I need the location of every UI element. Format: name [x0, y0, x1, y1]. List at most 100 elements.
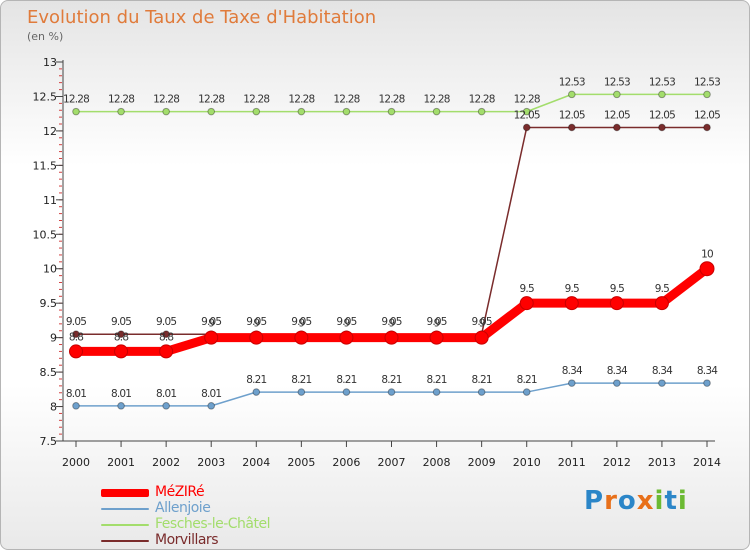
data-label: 9.5 [610, 283, 624, 295]
data-point [159, 344, 174, 359]
logo-letter: t [664, 486, 678, 516]
x-tick-label: 2000 [62, 456, 90, 469]
logo-letter: o [617, 486, 637, 516]
data-point [297, 107, 306, 116]
logo-letter: i [654, 486, 665, 516]
data-label: 12.05 [694, 109, 720, 121]
data-label: 8.01 [156, 388, 176, 400]
data-label: 8.34 [697, 365, 718, 377]
data-point [69, 344, 83, 359]
data-point [72, 107, 80, 116]
data-label: 12.28 [153, 94, 179, 106]
data-point [567, 379, 576, 387]
data-point [387, 107, 396, 116]
x-tick-label: 2013 [648, 456, 676, 469]
data-point [297, 388, 306, 396]
x-tick-label: 2014 [693, 456, 721, 469]
data-point [429, 330, 444, 345]
logo-letter: x [636, 486, 655, 516]
data-point [567, 123, 576, 132]
data-label: 8.21 [336, 374, 356, 386]
data-label: 12.28 [469, 94, 495, 106]
x-tick-label: 2011 [558, 456, 586, 469]
data-label: 8.8 [159, 331, 173, 343]
x-tick-label: 2009 [468, 456, 496, 469]
data-label: 8.21 [246, 374, 266, 386]
data-label: 12.28 [288, 94, 314, 106]
x-tick-label: 2007 [378, 456, 406, 469]
chart-title: Evolution du Taux de Taxe d'Habitation [27, 7, 377, 28]
data-point [522, 388, 531, 396]
data-label: 9 [253, 318, 259, 330]
data-point [387, 388, 396, 396]
data-label: 9.05 [246, 316, 266, 328]
data-label: 9.05 [291, 316, 311, 328]
data-label: 9.05 [336, 316, 356, 328]
data-label: 12.28 [333, 94, 359, 106]
data-point [162, 107, 170, 116]
data-label: 8.01 [201, 388, 221, 400]
data-point [474, 330, 489, 345]
x-tick-label: 2010 [513, 456, 541, 469]
data-point [342, 388, 351, 396]
x-tick-label: 2005 [287, 456, 315, 469]
data-label: 9 [298, 318, 304, 330]
data-point [564, 296, 579, 311]
data-label: 8.21 [426, 374, 446, 386]
data-label: 8.21 [291, 374, 311, 386]
x-tick-label: 2002 [152, 456, 180, 469]
data-label: 12.53 [559, 76, 585, 88]
data-label: 12.05 [649, 109, 675, 121]
data-point [204, 330, 219, 345]
data-label: 12.28 [108, 94, 134, 106]
data-point [477, 107, 486, 116]
y-tick-label: 12 [43, 125, 57, 138]
y-tick-label: 9 [50, 332, 57, 345]
y-tick-label: 13 [43, 56, 57, 69]
legend-label: Allenjoie [155, 500, 211, 516]
data-label: 12.53 [694, 76, 720, 88]
data-label: 12.53 [649, 76, 675, 88]
y-tick-label: 10 [43, 263, 57, 276]
data-label: 10 [701, 249, 713, 261]
data-label: 9 [434, 318, 440, 330]
proxiti-logo: Proxiti [584, 486, 688, 516]
y-tick-label: 8.5 [40, 366, 58, 379]
data-label: 8.21 [381, 374, 401, 386]
data-point [207, 107, 216, 116]
data-point [339, 330, 354, 345]
data-point [249, 330, 264, 345]
data-point [519, 296, 534, 311]
legend-swatch [101, 524, 149, 526]
data-point [252, 107, 261, 116]
data-label: 9 [208, 318, 214, 330]
data-label: 12.05 [559, 109, 585, 121]
data-label: 9.05 [156, 316, 176, 328]
data-label: 12.05 [514, 109, 540, 121]
data-point [613, 90, 621, 99]
data-label: 12.28 [243, 94, 269, 106]
x-tick-label: 2001 [107, 456, 135, 469]
data-label: 9 [389, 318, 395, 330]
data-label: 12.28 [378, 94, 404, 106]
x-tick-label: 2004 [242, 456, 270, 469]
y-axis-unit-label: (en %) [27, 30, 64, 43]
logo-letter: P [584, 486, 605, 516]
data-point [162, 402, 170, 410]
data-point [477, 388, 486, 396]
legend-label: MéZIRé [155, 484, 205, 500]
data-point [703, 123, 711, 132]
legend-label: Morvillars [155, 532, 218, 548]
data-point [658, 90, 666, 99]
data-point [703, 90, 711, 99]
data-point [703, 379, 711, 387]
data-label: 12.53 [604, 76, 630, 88]
data-point [613, 379, 621, 387]
data-label: 12.28 [198, 94, 224, 106]
y-tick-label: 12.5 [33, 90, 58, 103]
y-tick-label: 7.5 [40, 435, 58, 448]
x-tick-label: 2008 [423, 456, 451, 469]
data-label: 9.5 [655, 283, 669, 295]
data-point [117, 402, 125, 410]
